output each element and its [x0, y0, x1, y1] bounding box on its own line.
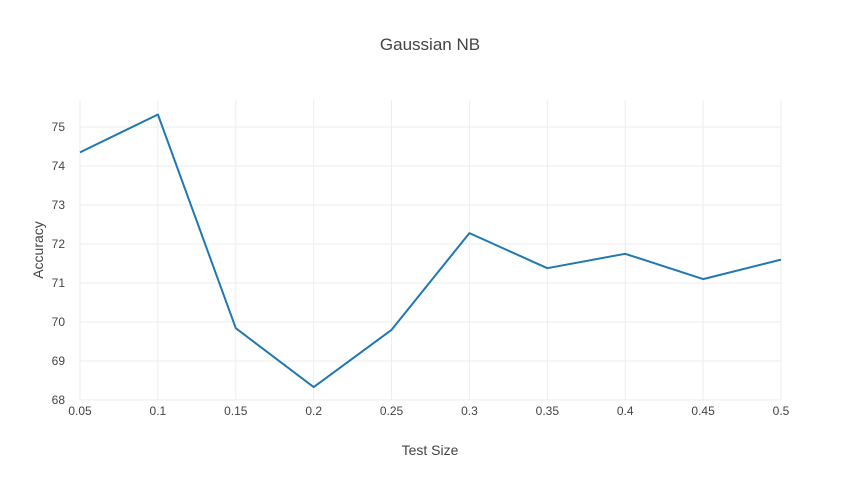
grid — [79, 100, 782, 401]
x-tick-label: 0.3 — [461, 404, 478, 418]
y-tick-label: 69 — [52, 354, 66, 368]
x-tick-label: 0.25 — [380, 404, 404, 418]
y-tick-label: 68 — [52, 393, 66, 407]
y-tick-label: 75 — [52, 120, 66, 134]
x-tick-label: 0.5 — [773, 404, 790, 418]
y-tick-label: 71 — [52, 276, 66, 290]
series-layer — [79, 113, 782, 389]
y-axis-ticks: 68 69 70 71 72 73 74 75 — [52, 120, 66, 407]
x-tick-label: 0.2 — [305, 404, 322, 418]
x-tick-label: 0.05 — [68, 404, 92, 418]
x-tick-label: 0.15 — [224, 404, 248, 418]
x-axis-ticks: 0.05 0.1 0.15 0.2 0.25 0.3 0.35 0.4 0.45 0.5 — [68, 404, 789, 418]
x-tick-label: 0.35 — [536, 404, 560, 418]
x-tick-label: 0.4 — [617, 404, 634, 418]
y-tick-label: 73 — [52, 198, 66, 212]
y-tick-label: 74 — [52, 159, 66, 173]
chart-title: Gaussian NB — [380, 35, 480, 54]
x-axis-title: Test Size — [402, 442, 459, 458]
x-tick-label: 0.45 — [691, 404, 715, 418]
y-axis-title: Accuracy — [30, 221, 46, 279]
series-line — [79, 113, 782, 389]
y-tick-label: 72 — [52, 237, 66, 251]
y-tick-label: 70 — [52, 315, 66, 329]
x-tick-label: 0.1 — [150, 404, 167, 418]
